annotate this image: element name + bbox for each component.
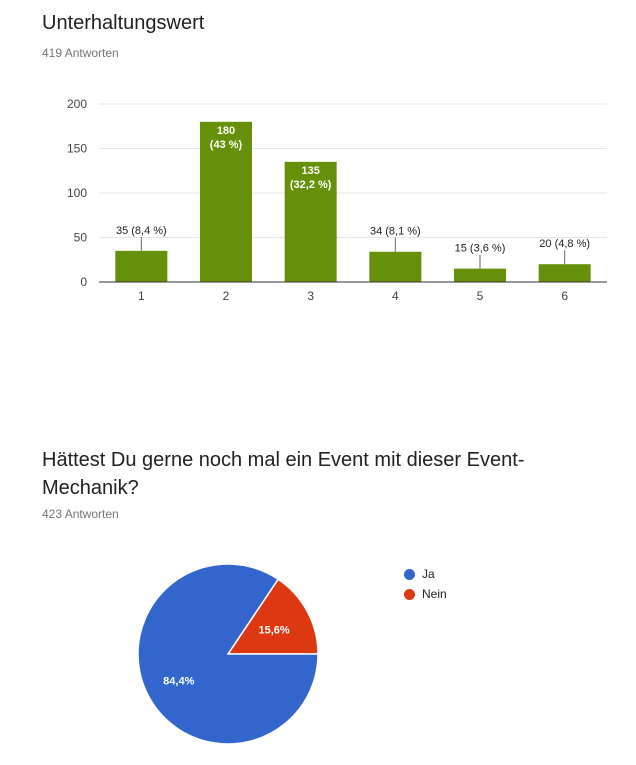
x-tick-label: 6 [561,289,568,303]
data-label: 20 (4,8 %) [539,238,590,250]
legend-label: Ja [422,567,435,581]
y-tick-label: 150 [67,142,87,156]
legend-item-nein[interactable]: Nein [404,584,447,604]
bar [200,121,252,282]
legend-swatch-nein [404,588,415,600]
data-label: 35 (8,4 %) [116,225,167,237]
bar-chart: 0 50 100 150 200 1 35 (8,4 %) 2 180 (43 %) 3 135 (32… [67,97,607,303]
response-count: 419 Antworten [42,46,119,60]
response-count: 423 Antworten [42,507,119,521]
x-tick-label: 5 [477,289,484,303]
legend-swatch-ja [404,568,415,580]
data-label: 135 [301,165,319,177]
pie-legend: Ja Nein [404,564,447,604]
bar [115,250,168,282]
bar [538,264,591,282]
y-tick-label: 0 [80,275,87,289]
pie-slice-label: 84,4% [163,675,194,687]
x-tick-label: 2 [223,289,230,303]
data-label: (43 %) [210,139,243,151]
question-title: Hättest Du gerne noch mal ein Event mit … [42,449,525,499]
y-tick-label: 200 [67,97,87,111]
legend-label: Nein [422,587,447,601]
bar [369,251,422,282]
data-label: 34 (8,1 %) [370,226,421,238]
data-label: 15 (3,6 %) [455,243,506,255]
x-tick-label: 4 [392,289,399,303]
y-tick-label: 100 [67,186,87,200]
x-tick-label: 1 [138,289,145,303]
bar [284,161,337,282]
data-label: (32,2 %) [290,179,332,191]
y-tick-label: 50 [74,231,88,245]
pie-slice-ja [137,563,319,745]
bar [454,268,506,282]
pie-slice-label: 15,6% [258,624,289,636]
legend-item-ja[interactable]: Ja [404,564,447,584]
x-tick-label: 3 [307,289,314,303]
question-title: Unterhaltungswert [42,12,205,34]
pie-slice-nein [226,578,319,655]
data-label: 180 [217,125,235,137]
